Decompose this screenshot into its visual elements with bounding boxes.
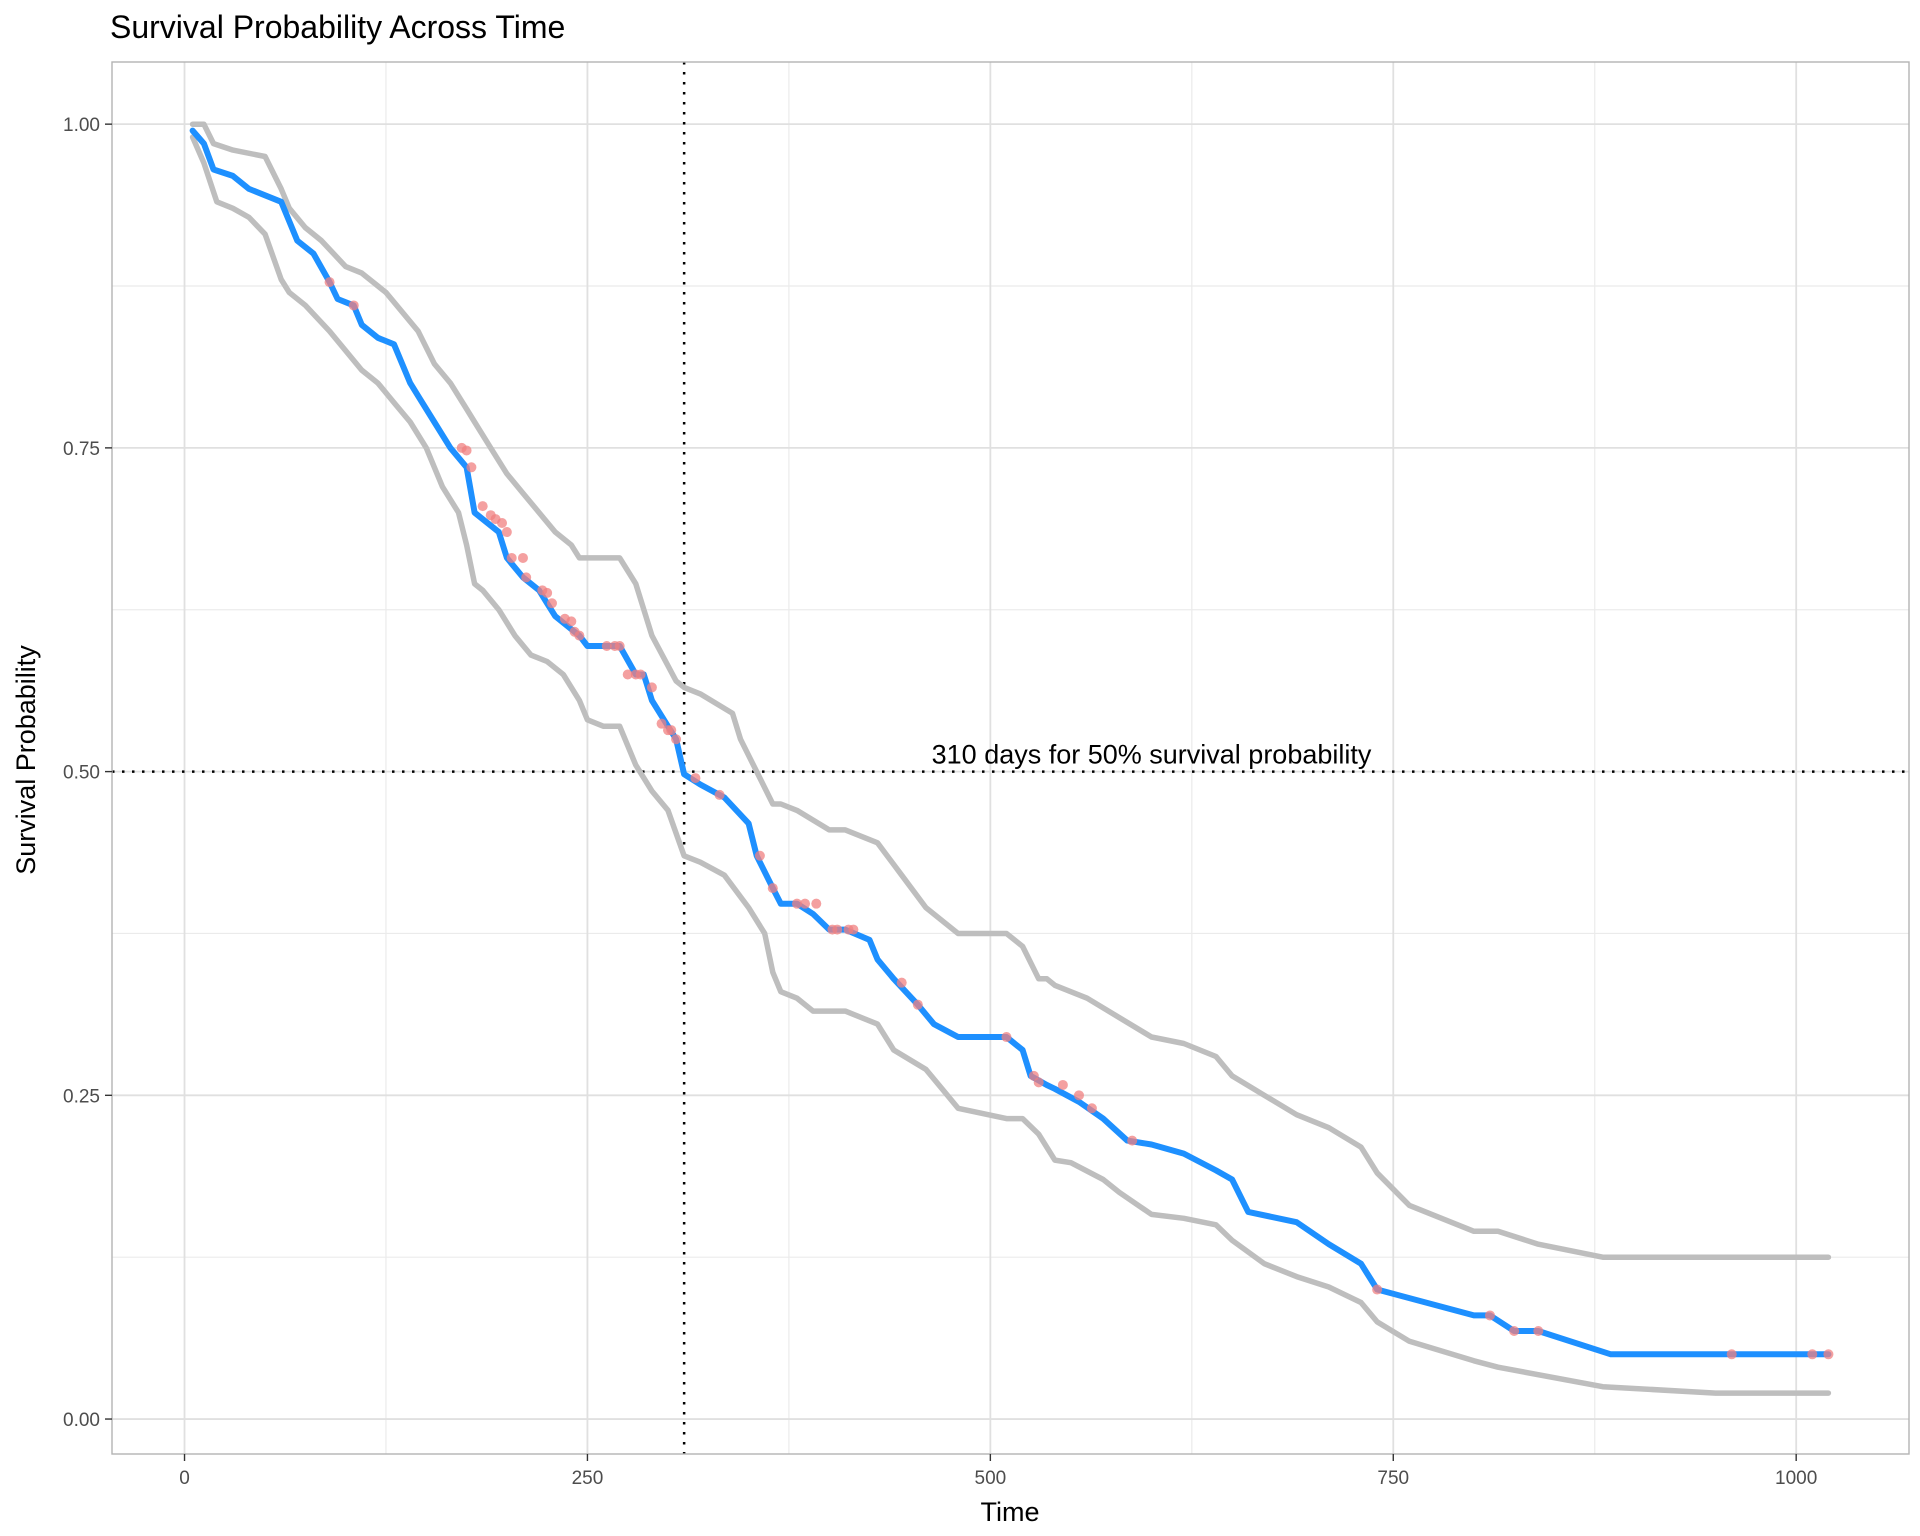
censor-point	[754, 850, 765, 861]
y-tick-label: 0.50	[63, 763, 100, 784]
censor-point	[1073, 1090, 1084, 1101]
censor-point	[461, 445, 472, 456]
censor-point	[574, 630, 585, 641]
censor-point	[666, 725, 677, 736]
confidence-upper-line	[189, 121, 1832, 1260]
censor-point	[517, 552, 528, 563]
censor-point	[477, 501, 488, 512]
censor-point	[896, 977, 907, 988]
median-annotation: 310 days for 50% survival probability	[932, 740, 1372, 770]
censor-point	[622, 669, 633, 680]
censor-point	[466, 462, 477, 473]
censor-point	[1127, 1135, 1138, 1146]
censor-point	[1001, 1032, 1012, 1043]
censor-point	[1484, 1310, 1495, 1321]
censor-point	[1509, 1325, 1520, 1336]
censor-point	[1807, 1349, 1818, 1360]
x-tick-label: 0	[179, 1468, 190, 1489]
censor-point	[811, 898, 822, 909]
censor-point	[506, 552, 517, 563]
y-tick-label: 0.75	[63, 439, 100, 460]
survival-estimate-line	[189, 127, 1832, 1358]
survival-curves	[189, 121, 1832, 1396]
y-tick-label: 1.00	[63, 115, 100, 136]
x-tick-label: 500	[975, 1468, 1007, 1489]
y-tick-label: 0.00	[63, 1410, 100, 1431]
censor-point	[521, 572, 532, 583]
censor-point	[546, 598, 557, 609]
median-reference-lines	[112, 62, 1909, 1454]
censor-point	[832, 924, 843, 935]
censor-point	[601, 640, 612, 651]
censor-point	[614, 640, 625, 651]
x-axis-ticks: 0 250 500 750 1000	[179, 1454, 1817, 1489]
censor-point	[800, 898, 811, 909]
censor-point	[646, 682, 657, 693]
chart-title: Survival Probability Across Time	[110, 9, 565, 45]
censor-point	[1372, 1284, 1383, 1295]
censor-point	[348, 300, 359, 311]
censor-point	[690, 773, 701, 784]
censor-point	[848, 924, 859, 935]
censor-point	[1086, 1103, 1097, 1114]
censor-point	[1823, 1349, 1834, 1360]
censor-point	[767, 883, 778, 894]
censor-point	[1533, 1325, 1544, 1336]
censor-point	[1033, 1077, 1044, 1088]
y-tick-label: 0.25	[63, 1086, 100, 1107]
censor-point	[497, 517, 508, 528]
confidence-lower-line	[189, 134, 1832, 1396]
y-axis-ticks: 0.00 0.25 0.50 0.75 1.00	[63, 115, 112, 1431]
panel-border	[111, 61, 1910, 1455]
censor-point	[714, 789, 725, 800]
censor-point	[501, 527, 512, 538]
major-gridlines	[112, 62, 1909, 1454]
censor-point	[791, 898, 802, 909]
censor-marks	[324, 277, 1834, 1360]
x-tick-label: 750	[1377, 1468, 1409, 1489]
censor-point	[656, 718, 667, 729]
censor-point	[635, 669, 646, 680]
censor-point	[1726, 1349, 1737, 1360]
censor-point	[1057, 1079, 1068, 1090]
censor-point	[912, 999, 923, 1010]
x-tick-label: 250	[572, 1468, 604, 1489]
censor-point	[566, 616, 577, 627]
censor-point	[324, 277, 335, 288]
x-axis-title: Time	[981, 1497, 1040, 1527]
censor-point	[542, 587, 553, 598]
x-tick-label: 1000	[1775, 1468, 1817, 1489]
y-axis-title: Survival Probability	[11, 645, 41, 875]
censor-point	[671, 734, 682, 745]
